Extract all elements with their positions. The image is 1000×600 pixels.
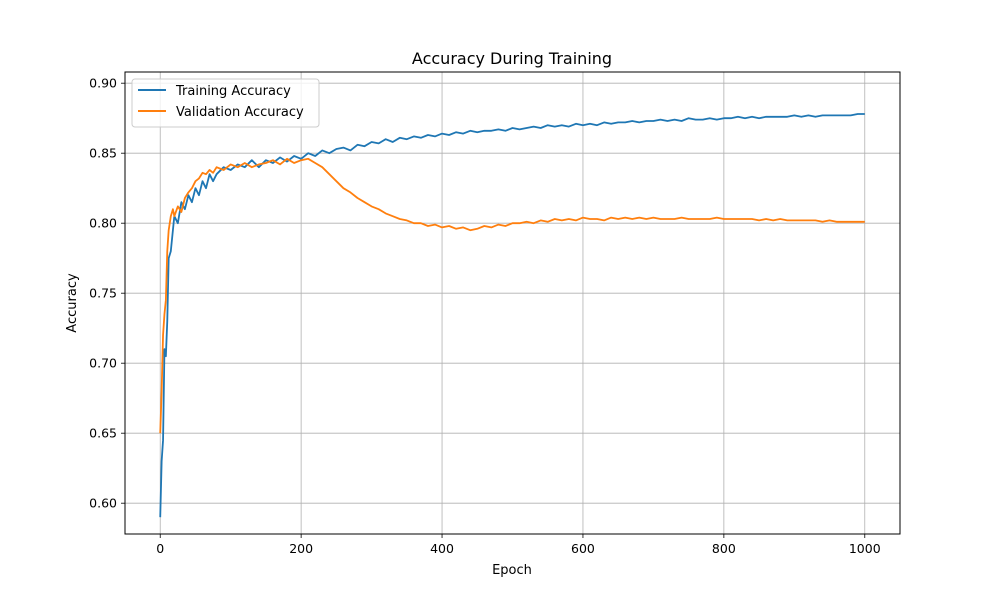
y-tick-label: 0.70 bbox=[89, 356, 117, 371]
y-axis-label: Accuracy bbox=[65, 273, 80, 333]
x-tick-label: 1000 bbox=[849, 541, 881, 556]
y-tick-label: 0.75 bbox=[89, 286, 117, 301]
plot-frame bbox=[124, 71, 901, 535]
series-line-validation-accuracy bbox=[159, 157, 865, 434]
x-axis-label: Epoch bbox=[492, 563, 532, 578]
x-tick-label: 800 bbox=[712, 541, 736, 556]
y-tick-label: 0.60 bbox=[89, 496, 117, 511]
y-tick-label: 0.90 bbox=[89, 76, 117, 91]
y-tick-label: 0.65 bbox=[89, 426, 117, 441]
y-axis-ticks: 0.60 0.65 0.70 0.75 0.80 0.85 0.90 bbox=[89, 76, 125, 511]
legend: Training Accuracy Validation Accuracy bbox=[131, 78, 320, 128]
x-tick-label: 0 bbox=[156, 541, 164, 556]
legend-label-training-accuracy: Training Accuracy bbox=[175, 84, 291, 99]
y-tick-label: 0.80 bbox=[89, 216, 117, 231]
y-tick-label: 0.85 bbox=[89, 146, 117, 161]
x-tick-label: 400 bbox=[430, 541, 454, 556]
x-tick-label: 200 bbox=[289, 541, 313, 556]
x-axis-ticks: 0 200 400 600 800 1000 bbox=[156, 534, 881, 556]
grid bbox=[125, 72, 900, 534]
chart-title: Accuracy During Training bbox=[412, 49, 612, 68]
legend-box bbox=[131, 78, 320, 128]
series-line-training-accuracy bbox=[159, 113, 865, 518]
x-tick-label: 600 bbox=[571, 541, 595, 556]
legend-label-validation-accuracy: Validation Accuracy bbox=[176, 105, 304, 120]
series-lines bbox=[159, 113, 865, 518]
